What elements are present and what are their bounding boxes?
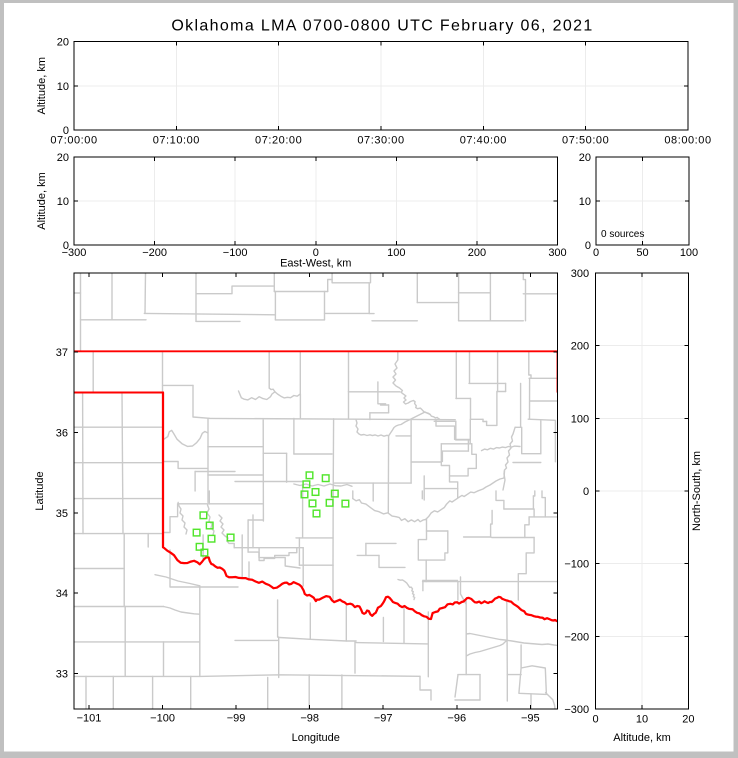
- svg-text:10: 10: [579, 196, 591, 208]
- svg-text:Altitude, km: Altitude, km: [36, 57, 48, 114]
- svg-text:−96: −96: [447, 713, 466, 725]
- svg-text:East-West, km: East-West, km: [280, 258, 351, 270]
- svg-text:36: 36: [56, 427, 68, 439]
- svg-text:07:00:00: 07:00:00: [50, 135, 97, 147]
- svg-text:−100: −100: [150, 713, 175, 725]
- svg-text:0: 0: [63, 240, 69, 252]
- svg-text:20: 20: [682, 714, 694, 726]
- svg-text:07:10:00: 07:10:00: [153, 135, 200, 147]
- svg-text:Altitude, km: Altitude, km: [613, 732, 670, 744]
- svg-text:−99: −99: [227, 713, 246, 725]
- svg-text:−200: −200: [564, 631, 589, 643]
- svg-text:100: 100: [571, 413, 589, 425]
- svg-text:20: 20: [57, 152, 69, 164]
- svg-text:−300: −300: [564, 704, 589, 716]
- svg-text:100: 100: [680, 247, 698, 259]
- svg-text:0: 0: [593, 714, 599, 726]
- svg-text:0: 0: [313, 247, 319, 259]
- svg-text:−95: −95: [521, 713, 540, 725]
- svg-text:07:50:00: 07:50:00: [562, 135, 609, 147]
- svg-text:20: 20: [579, 152, 591, 164]
- svg-text:Longitude: Longitude: [292, 732, 340, 744]
- svg-text:20: 20: [57, 37, 69, 49]
- svg-text:0: 0: [585, 240, 591, 252]
- svg-text:10: 10: [57, 81, 69, 93]
- svg-text:Oklahoma LMA 0700-0800 UTC Feb: Oklahoma LMA 0700-0800 UTC February 06, …: [171, 18, 593, 35]
- svg-text:Latitude: Latitude: [34, 471, 46, 510]
- svg-text:−98: −98: [300, 713, 319, 725]
- svg-text:Altitude, km: Altitude, km: [36, 172, 48, 229]
- svg-text:35: 35: [56, 508, 68, 520]
- svg-text:300: 300: [571, 268, 589, 280]
- svg-text:−200: −200: [142, 247, 167, 259]
- svg-text:0: 0: [593, 247, 599, 259]
- svg-text:0: 0: [583, 486, 589, 498]
- svg-text:300: 300: [548, 247, 566, 259]
- svg-text:10: 10: [57, 196, 69, 208]
- svg-text:0: 0: [63, 125, 69, 137]
- svg-text:−101: −101: [77, 713, 102, 725]
- svg-text:34: 34: [56, 588, 68, 600]
- svg-text:0 sources: 0 sources: [601, 229, 644, 240]
- svg-text:08:00:00: 08:00:00: [664, 135, 711, 147]
- svg-text:07:40:00: 07:40:00: [460, 135, 507, 147]
- svg-text:07:20:00: 07:20:00: [255, 135, 302, 147]
- svg-text:−300: −300: [62, 247, 87, 259]
- svg-text:37: 37: [56, 347, 68, 359]
- svg-text:100: 100: [387, 247, 405, 259]
- svg-text:North-South, km: North-South, km: [691, 451, 703, 531]
- svg-text:200: 200: [571, 341, 589, 353]
- svg-text:50: 50: [636, 247, 648, 259]
- svg-text:33: 33: [56, 669, 68, 681]
- svg-text:10: 10: [636, 714, 648, 726]
- svg-text:−100: −100: [564, 559, 589, 571]
- svg-text:200: 200: [468, 247, 486, 259]
- svg-text:07:30:00: 07:30:00: [357, 135, 404, 147]
- svg-text:−100: −100: [223, 247, 248, 259]
- svg-text:−97: −97: [374, 713, 393, 725]
